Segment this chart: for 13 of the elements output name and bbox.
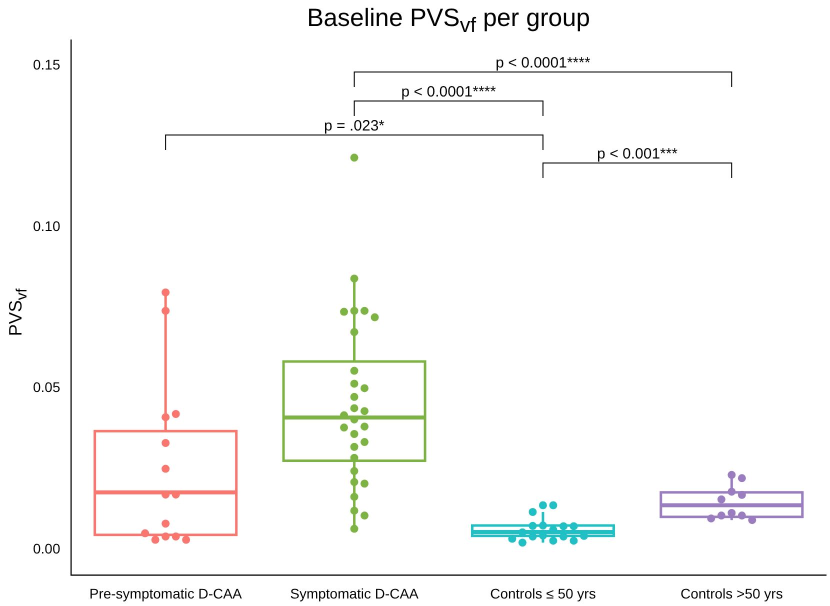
x-tick-label: Symptomatic D-CAA	[290, 585, 420, 602]
x-tick-label: Controls ≤ 50 yrs	[490, 585, 596, 602]
annotation: p < 0.0001****	[496, 54, 590, 72]
y-tick-label: 0.05	[33, 379, 60, 396]
annotation: p = .023*	[324, 118, 385, 135]
y-tick-label: 0.15	[33, 56, 60, 73]
x-tick-label: Controls >50 yrs	[680, 585, 783, 602]
y-tick-label: 0.00	[33, 540, 60, 556]
x-tick-label: Pre-symptomatic D-CAA	[89, 585, 242, 602]
y-tick-label: 0.10	[33, 218, 60, 234]
annotation: p < 0.001***	[597, 146, 678, 163]
chart-title: Baseline PVS$_{vf}$ per group	[306, 4, 592, 38]
annotation: p < 0.0001****	[401, 84, 496, 101]
